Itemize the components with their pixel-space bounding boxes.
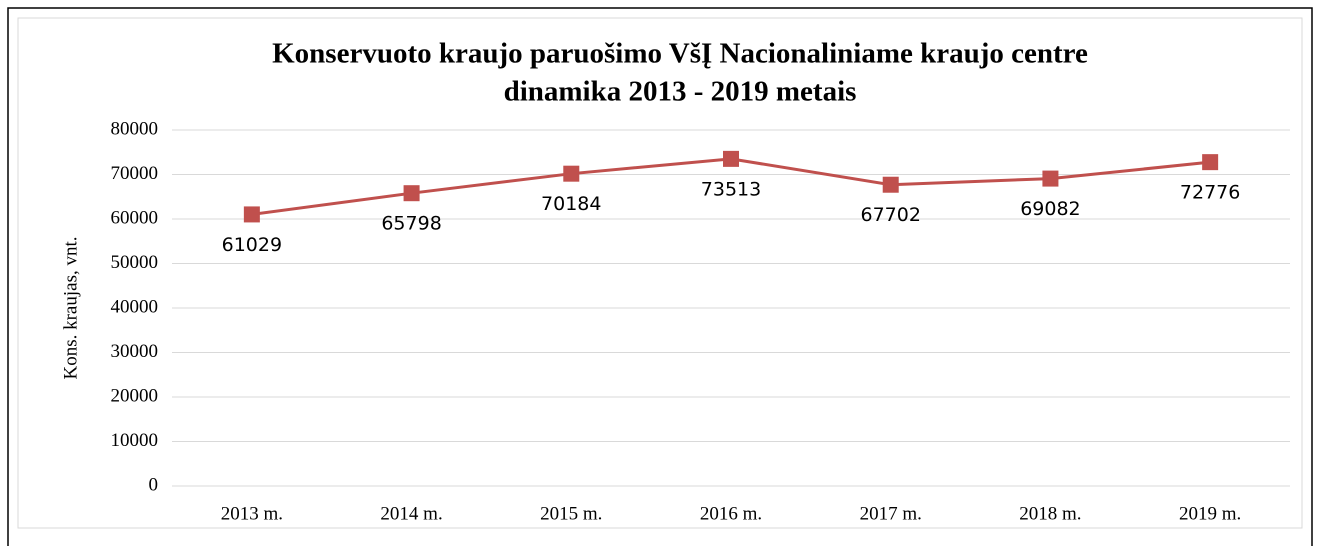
marker bbox=[1202, 154, 1219, 171]
y-tick-label: 20000 bbox=[111, 385, 159, 406]
x-tick-label: 2015 m. bbox=[540, 503, 602, 524]
y-tick-label: 0 bbox=[149, 474, 159, 495]
data-label: 69082 bbox=[1020, 198, 1080, 220]
data-label: 73513 bbox=[701, 178, 761, 200]
marker bbox=[563, 165, 580, 182]
y-tick-label: 60000 bbox=[111, 207, 159, 228]
y-tick-label: 80000 bbox=[111, 118, 159, 139]
marker bbox=[243, 206, 260, 223]
data-label: 72776 bbox=[1180, 182, 1240, 204]
y-tick-label: 70000 bbox=[111, 163, 159, 184]
page-frame bbox=[7, 7, 1313, 546]
data-label: 65798 bbox=[381, 213, 441, 235]
x-tick-label: 2019 m. bbox=[1179, 503, 1241, 524]
marker bbox=[403, 185, 420, 202]
marker bbox=[882, 176, 899, 193]
marker bbox=[1042, 170, 1059, 187]
data-label: 67702 bbox=[860, 204, 920, 226]
data-label: 61029 bbox=[222, 234, 282, 256]
y-tick-label: 40000 bbox=[111, 296, 159, 317]
y-tick-label: 10000 bbox=[111, 430, 159, 451]
chart-frame bbox=[17, 17, 1303, 529]
x-tick-label: 2016 m. bbox=[700, 503, 762, 524]
y-axis-label: Kons. kraujas, vnt. bbox=[60, 236, 81, 379]
y-tick-label: 30000 bbox=[111, 341, 159, 362]
chart-title: dinamika 2013 - 2019 metais bbox=[504, 76, 857, 108]
data-label: 70184 bbox=[541, 193, 601, 215]
x-tick-label: 2018 m. bbox=[1019, 503, 1081, 524]
x-tick-label: 2017 m. bbox=[860, 503, 922, 524]
marker bbox=[723, 150, 739, 167]
chart-title: Konservuoto kraujo paruošimo VšĮ Naciona… bbox=[272, 38, 1088, 70]
x-tick-label: 2013 m. bbox=[221, 503, 283, 524]
y-tick-label: 50000 bbox=[111, 252, 159, 273]
x-tick-label: 2014 m. bbox=[380, 503, 442, 524]
